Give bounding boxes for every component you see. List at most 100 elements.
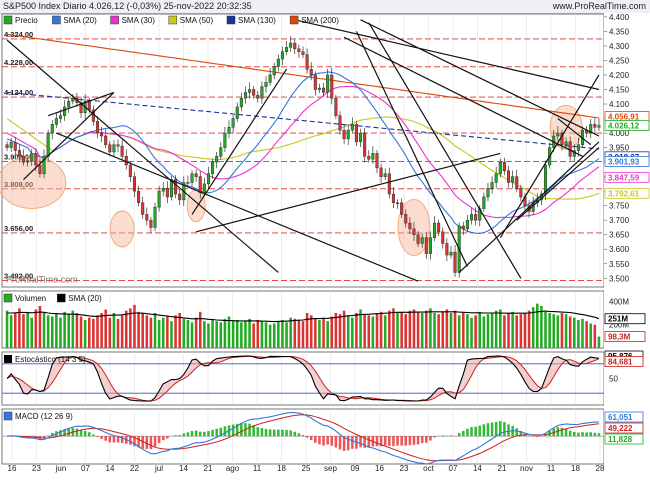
x-tick-label: 09 [351, 464, 360, 473]
candle-body [141, 202, 145, 215]
x-tick-label: 16 [8, 464, 17, 473]
volume-bar [153, 313, 157, 348]
volume-bar [252, 323, 255, 348]
macd-histogram-bar [178, 435, 181, 437]
x-tick-label: 11 [253, 464, 262, 473]
macd-histogram-bar [240, 423, 243, 437]
candle-body [112, 144, 116, 153]
volume-bar [544, 311, 547, 348]
level-label: 3.902,00 [4, 153, 33, 162]
stochastic-k-line [6, 355, 599, 402]
macd-histogram-bar [388, 436, 391, 446]
x-tick-label: nov [520, 464, 533, 473]
macd-histogram-bar [515, 428, 519, 437]
candle-body [100, 132, 104, 137]
macd-histogram-bar [211, 429, 214, 437]
macd-histogram-bar [50, 433, 54, 437]
volume-bar [55, 313, 58, 348]
volume-bar [568, 316, 572, 348]
trend-line [56, 132, 419, 282]
macd-histogram-bar [182, 433, 186, 437]
volume-bar [22, 314, 25, 348]
right-axis-area [604, 13, 650, 483]
volume-bar [223, 318, 227, 348]
volume-bar [264, 322, 268, 348]
legend-swatch [226, 15, 236, 25]
macd-histogram-bar [252, 425, 255, 437]
legend-swatch [289, 15, 299, 25]
value-tag-label: 98,3M [608, 333, 631, 342]
macd-histogram-bar [190, 431, 194, 437]
volume-bar [355, 313, 358, 348]
macd-histogram-bar [207, 431, 210, 437]
candle-body [17, 150, 21, 157]
level-label: 3.492,00 [4, 272, 33, 281]
candle-body [235, 106, 239, 119]
volume-bar [124, 310, 128, 348]
macd-histogram-bar [149, 436, 153, 450]
macd-histogram-bar [157, 436, 161, 444]
y-tick-label: 3.500 [609, 274, 630, 283]
macd-histogram-bar [59, 430, 62, 437]
candle-body [50, 124, 54, 134]
macd-histogram-bar [219, 427, 223, 437]
volume-bar [577, 320, 580, 348]
candle-body [120, 145, 124, 157]
legend-swatch [3, 293, 13, 303]
macd-histogram-bar [309, 436, 313, 441]
value-tag-box [604, 331, 646, 342]
candle-body [445, 243, 449, 256]
candle-body [231, 118, 235, 128]
candle-body [556, 132, 560, 137]
title-bar: S&P500 Index Diario 4.026,12 (-0,03%) 25… [0, 0, 650, 14]
macd-histogram-bar [338, 436, 342, 450]
stock-chart[interactable]: 16 23 jun 07 14 22 jul 14 21 ago 11 18 25 sep 09 16 23 oc… [0, 13, 650, 483]
value-tag-label: 4.056,91 [608, 113, 640, 122]
candle-body [161, 188, 165, 192]
candle-body [474, 214, 478, 221]
legend-swatch [168, 15, 178, 25]
macd-histogram-bar [318, 436, 321, 445]
volume-bar [244, 321, 247, 348]
volume-bar [425, 310, 428, 348]
candle-body [132, 176, 137, 192]
candle-body [21, 156, 26, 163]
macd-histogram-bar [264, 428, 268, 437]
candle-body [13, 142, 17, 151]
legend-swatch [110, 15, 119, 25]
macd-histogram-bar [589, 432, 592, 437]
volume-tick-label: 400M [609, 297, 629, 306]
volume-bar [375, 313, 379, 348]
candle-body [280, 51, 284, 60]
candle-body [157, 190, 161, 208]
macd-histogram-bar [116, 436, 120, 443]
candle-body [165, 188, 169, 198]
candle-body [453, 251, 457, 273]
value-tag-label: 4.026,12 [608, 121, 640, 130]
value-tag-box [604, 411, 644, 423]
x-tick-label: 14 [179, 464, 188, 473]
volume-bar [523, 313, 527, 348]
volume-bar [581, 318, 584, 348]
candle-body [194, 173, 198, 177]
macd-histogram-bar [42, 436, 46, 439]
macd-line [7, 411, 599, 465]
volume-bar [272, 323, 276, 348]
candle-body [334, 97, 338, 116]
macd-histogram-bar [568, 430, 572, 437]
x-tick-label: 21 [498, 464, 507, 473]
macd-histogram-bar [560, 427, 564, 437]
candle-body [412, 228, 416, 235]
trend-line [47, 91, 115, 117]
macd-histogram-bar [507, 424, 510, 437]
stochastic-tick-label: 50 [609, 375, 618, 384]
x-tick-label: 18 [277, 464, 286, 473]
value-tag-box [604, 120, 650, 131]
macd-histogram-bar [92, 434, 95, 437]
macd-histogram-bar [100, 436, 103, 439]
x-tick-label: ago [226, 464, 240, 473]
volume-bar [585, 321, 588, 348]
candle-body [424, 237, 428, 254]
candle-body [46, 132, 50, 157]
y-tick-label: 4.200 [609, 71, 630, 80]
